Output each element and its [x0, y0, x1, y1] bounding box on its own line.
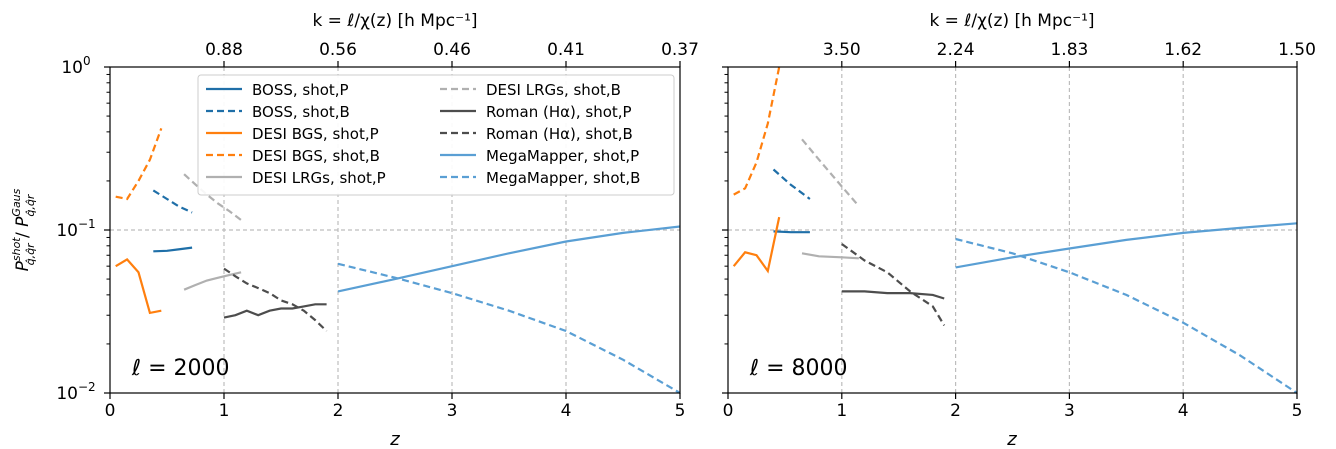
series-line — [772, 168, 811, 200]
series-line — [223, 267, 328, 332]
x-tick-label: 0 — [723, 401, 734, 421]
legend-item: DESI BGS, shot,P — [206, 125, 379, 143]
top-tick-label: 0.37 — [661, 40, 699, 60]
series-line — [223, 303, 327, 319]
legend-label: MegaMapper, shot,P — [486, 147, 639, 165]
legend-label: Roman (Hα), shot,P — [486, 103, 632, 121]
series-line — [801, 252, 859, 260]
x-tick-label: 4 — [1178, 401, 1189, 421]
legend-label: DESI BGS, shot,B — [252, 147, 380, 165]
top-tick-label: 2.24 — [937, 40, 975, 60]
legend-item: DESI LRGs, shot,P — [206, 169, 386, 187]
series-line — [337, 262, 681, 394]
legend-label: DESI BGS, shot,P — [252, 125, 379, 143]
panel-annotation: ℓ = 2000 — [131, 356, 230, 381]
series-line — [733, 66, 781, 196]
top-tick-label: 0.88 — [205, 40, 243, 60]
x-tick-label: 4 — [561, 401, 572, 421]
series-line — [841, 290, 945, 300]
legend: BOSS, shot,P BOSS, shot,B DESI BGS, shot,P… — [197, 74, 675, 196]
legend-item: MegaMapper, shot,B — [440, 169, 640, 187]
series-line — [183, 271, 242, 291]
x-tick-label: 3 — [447, 401, 458, 421]
x-tick-label: 3 — [1064, 401, 1075, 421]
x-tick-label: 2 — [333, 401, 344, 421]
x-axis-label: z — [389, 429, 400, 449]
x-tick-label: 2 — [950, 401, 961, 421]
y-tick-label: 100 — [61, 54, 90, 78]
series-line — [152, 189, 193, 214]
series-line — [841, 243, 946, 326]
series-line — [115, 257, 162, 315]
series-line — [183, 173, 242, 221]
series-line — [955, 222, 1298, 269]
series-line — [153, 246, 193, 253]
series-line — [801, 138, 860, 207]
legend-label: BOSS, shot,P — [252, 81, 349, 99]
legend-item: DESI BGS, shot,B — [206, 147, 380, 165]
legend-item: Roman (Hα), shot,B — [440, 125, 633, 143]
top-tick-label: 1.62 — [1164, 40, 1202, 60]
legend-item: MegaMapper, shot,P — [440, 147, 639, 165]
legend-label: Roman (Hα), shot,B — [486, 125, 633, 143]
top-tick-label: 0.56 — [319, 40, 357, 60]
x-tick-label: 5 — [675, 401, 686, 421]
legend-item: DESI LRGs, shot,B — [440, 81, 621, 99]
top-axis-label: k = ℓ/χ(z) [h Mpc⁻¹] — [929, 11, 1094, 31]
legend-item: BOSS, shot,B — [206, 103, 350, 121]
legend-label: MegaMapper, shot,B — [486, 169, 640, 187]
series-line — [955, 237, 1298, 394]
top-axis-label: k = ℓ/χ(z) [h Mpc⁻¹] — [312, 11, 477, 31]
top-tick-label: 0.46 — [433, 40, 471, 60]
legend-label: DESI LRGs, shot,P — [252, 169, 386, 187]
legend-item: Roman (Hα), shot,P — [440, 103, 632, 121]
series-line — [773, 230, 810, 234]
top-tick-label: 0.41 — [547, 40, 585, 60]
x-tick-label: 1 — [219, 401, 230, 421]
panel-annotation: ℓ = 8000 — [749, 356, 848, 381]
y-tick-label: 10−1 — [56, 217, 95, 241]
x-tick-label: 5 — [1292, 401, 1303, 421]
top-tick-label: 3.50 — [823, 40, 861, 60]
legend-item: BOSS, shot,P — [206, 81, 349, 99]
chart-panel-l2000: k = ℓ/χ(z) [h Mpc⁻¹] z Pshotq̂,q̂r / PGa… — [10, 11, 699, 449]
x-tick-label: 1 — [836, 401, 847, 421]
series-line — [115, 128, 163, 201]
x-axis-label: z — [1006, 429, 1017, 449]
legend-box — [197, 74, 675, 196]
legend-label: BOSS, shot,B — [252, 103, 350, 121]
x-tick-label: 0 — [105, 401, 116, 421]
y-axis-label: Pshotq̂,q̂r / PGausq̂,q̂r — [10, 188, 37, 271]
legend-label: DESI LRGs, shot,B — [486, 81, 621, 99]
series-line — [337, 225, 681, 293]
series-line — [732, 216, 781, 274]
y-tick-label: 10−2 — [56, 380, 95, 404]
top-tick-label: 1.50 — [1278, 40, 1316, 60]
top-tick-label: 1.83 — [1050, 40, 1088, 60]
chart-panel-l8000: k = ℓ/χ(z) [h Mpc⁻¹] z ℓ = 8000 0 1 2 3 4 5 3.… — [722, 11, 1316, 449]
